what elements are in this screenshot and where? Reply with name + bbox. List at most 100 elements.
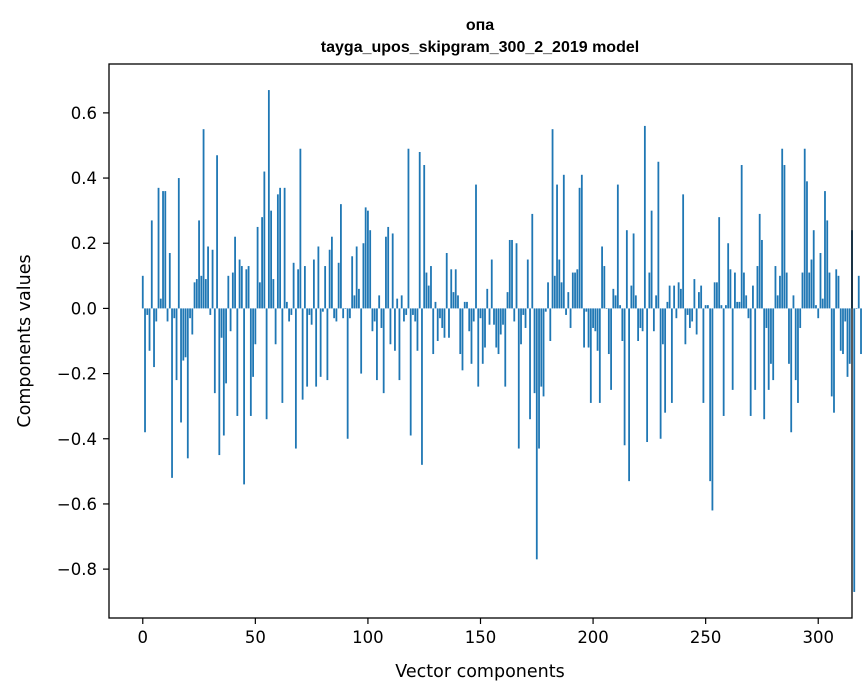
bar-210	[614, 295, 617, 309]
bar-203	[598, 308, 601, 403]
x-tick-label: 150	[465, 628, 497, 647]
bar-62	[281, 308, 284, 403]
bar-227	[652, 308, 655, 332]
bar-81	[324, 266, 327, 309]
bar-129	[432, 308, 435, 355]
bar-182	[551, 129, 554, 309]
bar-198	[587, 308, 590, 348]
chart-title: опа	[466, 17, 494, 34]
bar-202	[596, 308, 599, 351]
y-tick-label: 0.0	[71, 299, 97, 318]
bar-48	[249, 308, 252, 416]
bar-42	[236, 308, 239, 416]
bar-300	[817, 308, 820, 319]
bar-107	[382, 308, 385, 394]
bar-245	[693, 279, 696, 309]
bar-243	[688, 308, 691, 328]
bar-319	[860, 308, 862, 355]
bar-177	[540, 308, 543, 387]
bar-209	[612, 288, 615, 309]
bar-37	[225, 308, 227, 384]
bar-126	[425, 272, 428, 309]
bar-229	[657, 161, 660, 309]
bar-208	[610, 308, 612, 390]
bar-244	[691, 308, 694, 322]
bar-225	[648, 272, 651, 309]
bar-58	[272, 279, 275, 309]
bar-267	[743, 272, 745, 309]
bar-270	[749, 308, 752, 416]
bar-233	[666, 301, 669, 309]
bar-121	[414, 308, 417, 322]
bar-23	[193, 282, 196, 309]
bar-109	[387, 226, 390, 309]
bar-308	[835, 269, 838, 309]
bar-221	[639, 308, 642, 328]
bar-292	[799, 308, 802, 328]
bar-259	[725, 305, 727, 309]
bar-123	[418, 151, 421, 309]
bar-155	[490, 259, 493, 309]
bar-162	[506, 292, 509, 309]
bar-10	[164, 191, 167, 309]
bar-66	[290, 308, 293, 315]
bar-241	[684, 308, 687, 345]
bar-307	[833, 308, 835, 413]
bar-67	[292, 262, 295, 309]
bar-255	[716, 282, 718, 309]
bar-237	[675, 308, 678, 319]
bar-293	[801, 272, 804, 309]
bar-105	[378, 295, 381, 309]
bar-276	[763, 308, 766, 420]
bar-206	[605, 308, 608, 310]
bar-290	[794, 308, 797, 381]
x-tick-label: 300	[802, 628, 834, 647]
bar-294	[803, 148, 806, 309]
bar-86	[335, 308, 338, 322]
bar-240	[682, 194, 685, 309]
bar-272	[754, 308, 757, 390]
bar-262	[731, 308, 734, 390]
bar-156	[493, 308, 495, 325]
bar-265	[738, 301, 741, 309]
bar-103	[373, 308, 376, 322]
bar-106	[380, 308, 383, 328]
bar-99	[364, 207, 367, 309]
bar-151	[481, 308, 484, 364]
bar-257	[720, 305, 723, 309]
bar-8	[159, 298, 162, 309]
bar-301	[819, 253, 822, 309]
bar-61	[279, 187, 282, 309]
y-axis-label: Components values	[15, 254, 35, 427]
bar-186	[560, 282, 563, 309]
bar-181	[549, 308, 552, 341]
bar-128	[430, 266, 432, 309]
bar-148	[475, 184, 477, 309]
bar-263	[734, 272, 736, 309]
bar-205	[603, 266, 606, 309]
bar-281	[774, 266, 777, 309]
bar-153	[486, 288, 489, 309]
bar-195	[580, 174, 583, 309]
bar-74	[308, 308, 311, 315]
bar-139	[454, 269, 457, 309]
bar-120	[412, 308, 414, 315]
bar-36	[222, 308, 225, 436]
bar-249	[702, 308, 705, 403]
bar-75	[310, 308, 313, 325]
x-axis-label: Vector components	[395, 662, 564, 682]
bar-298	[812, 230, 815, 309]
bar-70	[299, 148, 302, 309]
bar-110	[389, 308, 392, 345]
bar-214	[623, 308, 626, 446]
y-tick-label: 0.2	[71, 234, 97, 253]
bar-41	[234, 236, 236, 309]
bar-150	[479, 308, 482, 319]
bar-200	[592, 308, 594, 328]
bar-212	[619, 305, 621, 309]
bar-311	[842, 308, 844, 355]
bar-95	[355, 246, 358, 309]
bar-64	[285, 301, 288, 309]
bar-152	[484, 308, 486, 348]
bar-24	[195, 279, 198, 309]
